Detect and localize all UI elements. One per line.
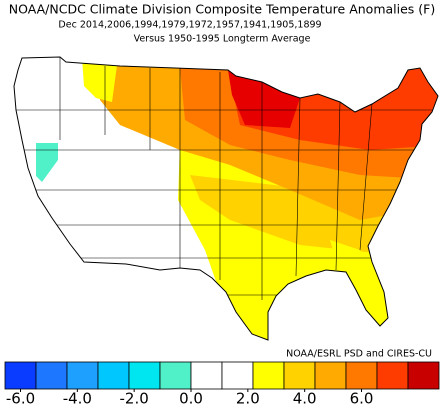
tick-label: 6.0 — [350, 390, 374, 406]
colorbar-swatch — [159, 361, 192, 390]
subtitle: Dec 2014,2006,1994,1979,1972,1957,1941,1… — [58, 20, 321, 31]
map — [14, 57, 438, 340]
colorbar-swatch — [4, 361, 37, 390]
title: NOAA/NCDC Climate Division Composite Tem… — [9, 2, 435, 17]
tick-label: -2.0 — [120, 390, 149, 406]
credit: NOAA/ESRL PSD and CIRES-CU — [286, 349, 432, 360]
tick-label: 4.0 — [293, 390, 317, 406]
colorbar-swatch — [376, 361, 409, 390]
colorbar-swatch — [283, 361, 316, 390]
colorbar-swatch — [97, 361, 130, 390]
tick-label: -4.0 — [63, 390, 92, 406]
tick-label: 2.0 — [236, 390, 260, 406]
colorbar-swatch — [35, 361, 68, 390]
map-outline — [13, 56, 439, 341]
colorbar-swatch — [221, 361, 254, 390]
tick-label: -6.0 — [6, 390, 35, 406]
colorbar-swatch — [252, 361, 285, 390]
colorbar-swatch — [407, 361, 440, 390]
colorbar-swatch — [314, 361, 347, 390]
tick-label: 0.0 — [179, 390, 203, 406]
colorbar-swatch — [66, 361, 99, 390]
colorbar: -6.0 -4.0 -2.0 0.0 2.0 4.0 6.0 — [4, 361, 440, 406]
baseline-note: Versus 1950-1995 Longterm Average — [134, 34, 311, 45]
colorbar-swatch — [128, 361, 161, 390]
colorbar-swatch — [345, 361, 378, 390]
colorbar-swatch — [190, 361, 223, 390]
